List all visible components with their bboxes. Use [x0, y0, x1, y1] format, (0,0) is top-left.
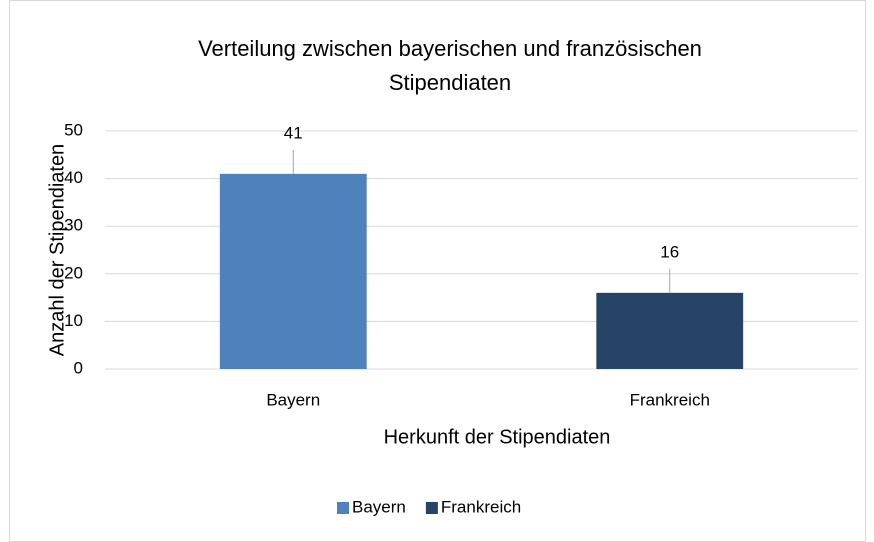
bar: [219, 173, 367, 369]
x-tick-label: Frankreich: [630, 390, 710, 409]
y-tick-label: 0: [74, 358, 83, 377]
chart-border: [9, 0, 866, 542]
legend-swatch: [425, 502, 438, 514]
y-tick-label: 10: [64, 311, 83, 330]
y-axis-title: Anzahl der Stipendiaten: [46, 144, 68, 356]
legend-label: Bayern: [352, 497, 406, 516]
legend-label: Frankreich: [441, 497, 521, 516]
data-label: 41: [284, 123, 303, 142]
y-tick-label: 40: [64, 168, 83, 187]
y-tick-label: 50: [64, 120, 83, 139]
legend-swatch: [337, 502, 349, 514]
y-tick-label: 30: [64, 216, 83, 235]
x-tick-label: Bayern: [266, 390, 320, 409]
x-axis-title: Herkunft der Stipendiaten: [384, 426, 611, 448]
bar: [596, 292, 744, 369]
y-tick-label: 20: [64, 263, 83, 282]
chart-title: Verteilung zwischen bayerischen und fran…: [198, 36, 702, 95]
data-label: 16: [660, 242, 679, 261]
